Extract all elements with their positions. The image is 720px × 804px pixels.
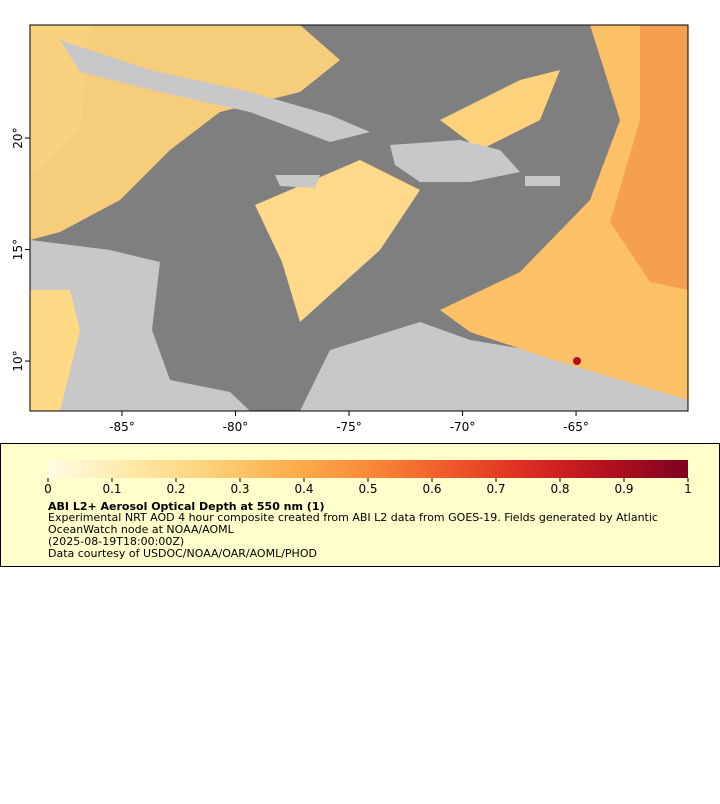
y-tick-label: 15° [11,239,25,260]
y-tick-label: 10° [11,350,25,371]
legend-title: ABI L2+ Aerosol Optical Depth at 550 nm … [48,500,325,513]
aerosol-plume [610,25,688,290]
colorbar [48,460,688,478]
aerosol-plume [255,160,420,322]
colorbar-tick-label: 0.5 [358,482,377,496]
x-tick-label: -75° [336,420,362,434]
y-tick-label: 20° [11,127,25,148]
x-tick-label: -70° [450,420,476,434]
colorbar-tick-label: 0.1 [102,482,121,496]
south-america [300,322,688,411]
colorbar-tick-label: 0.4 [294,482,313,496]
central-america [30,240,250,411]
colorbar-tick-label: 0.3 [230,482,249,496]
hispaniola [390,140,520,182]
credit: Data courtesy of USDOC/NOAA/OAR/AOML/PHO… [48,547,317,560]
colorbar-tick-label: 1 [684,482,692,496]
colorbar-tick-label: 0 [44,482,52,496]
x-tick-label: -80° [223,420,249,434]
map-image [30,25,688,411]
map-frame [29,24,689,412]
description: Experimental NRT AOD 4 hour composite cr… [48,511,658,536]
aerosol-hotspot [573,357,581,365]
x-tick-label: -65° [563,420,589,434]
puerto-rico [525,176,560,186]
jamaica [275,175,320,188]
colorbar-tick-label: 0.8 [550,482,569,496]
aerosol-plume [440,70,560,150]
time: (2025-08-19T18:00:00Z) [48,535,185,548]
colorbar-tick-label: 0.9 [614,482,633,496]
aerosol-plume [30,290,80,411]
aerosol-plume [440,25,688,400]
x-tick-label: -85° [109,420,135,434]
cuba [60,40,370,142]
colorbar-tick-label: 0.2 [166,482,185,496]
colorbar-tick-label: 0.6 [422,482,441,496]
legend-text: Experimental NRT AOD 4 hour composite cr… [48,500,688,560]
colorbar-tick-label: 0.7 [486,482,505,496]
